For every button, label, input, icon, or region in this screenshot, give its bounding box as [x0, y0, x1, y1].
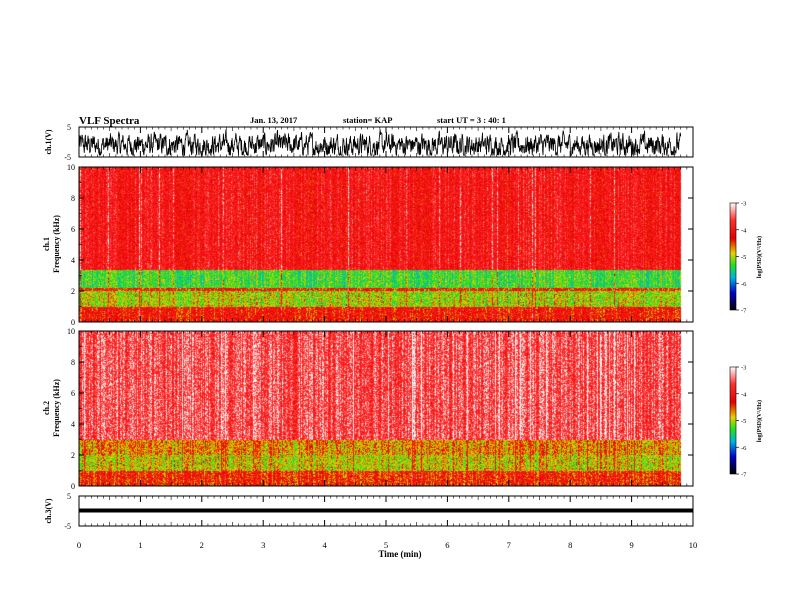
figure-title: VLF Spectra: [79, 115, 140, 127]
ch2-colorbar-ticks: -3 -4 -5 -6 -7: [736, 365, 747, 479]
ch1-colorbar-tick-label: -6: [741, 281, 747, 288]
ch2-colorbar-tick-label: -7: [741, 472, 747, 479]
ch2-spectrogram-ytick-label: 6: [71, 389, 75, 398]
figure-station: station= KAP: [343, 115, 392, 125]
ch1-colorbar-tick-label: -3: [741, 201, 746, 208]
ch3-waveform-ylabel: ch.3(V): [44, 498, 53, 523]
ch1-spectrogram-ylabel-freq: Frequency (kHz): [52, 215, 61, 273]
ch2-spectrogram-ytick-label: 2: [71, 451, 75, 460]
ch1-spectrogram-ylabel-channel: ch.1: [42, 237, 51, 251]
ch1-spectrogram-image: [79, 167, 693, 322]
ch2-spectrogram-image: [79, 331, 693, 486]
ch1-colorbar-ticks: -3 -4 -5 -6 -7: [736, 201, 747, 315]
time-tick-label: 8: [568, 540, 572, 550]
ch2-colorbar-label: log(PSD)(V²/Hz): [756, 400, 763, 442]
ch2-spectrogram-ytick-label: 0: [71, 482, 75, 491]
time-tick-label: 2: [200, 540, 204, 550]
ch3-ytick-bottom: -5: [64, 522, 71, 531]
time-tick-label: 7: [507, 540, 511, 550]
ch1-spectrogram-ytick-label: 2: [71, 287, 75, 296]
ch1-spectrogram-ytick-label: 10: [67, 163, 75, 172]
ch1-spectrogram-panel: 0 2 4 6 8 10 ch.1 Frequency (kHz) -3 -4 -5 -6 -7 …: [42, 163, 763, 327]
ch3-waveform-trace: [79, 508, 693, 513]
time-tick-label: 0: [77, 540, 81, 550]
ch1-colorbar-scale: [729, 202, 737, 311]
ch1-spectrogram-ytick-label: 4: [71, 256, 75, 265]
ch2-colorbar-scale: [729, 366, 737, 475]
ch1-ytick-top: 5: [67, 123, 71, 132]
ch1-colorbar: -3 -4 -5 -6 -7 log(PSD)(V²/Hz): [729, 201, 763, 315]
ch1-spectrogram-ytick-label: 6: [71, 225, 75, 234]
ch1-colorbar-label: log(PSD)(V²/Hz): [756, 236, 763, 278]
ch2-spectrogram-yaxis: 0 2 4 6 8 10: [67, 327, 693, 491]
ch2-spectrogram-ytick-label: 10: [67, 327, 75, 336]
ch1-waveform-line: [79, 129, 682, 157]
ch1-colorbar-tick-label: -5: [741, 254, 746, 261]
ch2-spectrogram-panel: 0 2 4 6 8 10 ch.2 Frequency (kHz) -3 -4 -5 -6 -7 …: [42, 327, 763, 491]
time-axis-title: Time (min): [378, 549, 421, 559]
time-tick-label: 3: [261, 540, 265, 550]
ch1-spectrogram-yaxis: 0 2 4 6 8 10: [67, 163, 693, 327]
time-tick-label: 1: [138, 540, 142, 550]
time-tick-label: 6: [445, 540, 449, 550]
ch1-spectrogram-ytick-label: 0: [71, 318, 75, 327]
time-axis-labels: 0 1 2 3 4 5 6 7 8 9 10: [77, 540, 697, 550]
ch1-waveform-trace: [79, 129, 682, 157]
figure-date: Jan. 13, 2017: [250, 115, 298, 125]
ch1-colorbar-tick-label: -4: [741, 227, 747, 234]
time-tick-label: 4: [322, 540, 327, 550]
ch2-colorbar-tick-label: -5: [741, 418, 746, 425]
ch1-waveform-panel: 5 -5 ch.1(V): [44, 123, 694, 162]
time-axis-ticks: [78, 127, 694, 526]
ch2-spectrogram-ylabel-freq: Frequency (kHz): [52, 379, 61, 437]
ch2-colorbar: -3 -4 -5 -6 -7 log(PSD)(V²/Hz): [729, 365, 763, 479]
time-tick-label: 5: [384, 540, 388, 550]
ch2-colorbar-tick-label: -4: [741, 391, 747, 398]
ch2-colorbar-tick-label: -3: [741, 365, 746, 372]
ch1-colorbar-tick-label: -7: [741, 308, 747, 315]
ch2-spectrogram-ytick-label: 8: [71, 358, 75, 367]
ch2-colorbar-tick-label: -6: [741, 445, 747, 452]
ch1-waveform-ylabel: ch.1(V): [44, 129, 53, 154]
ch1-spectrogram-ytick-label: 8: [71, 194, 75, 203]
ch3-waveform-panel: 5 -5 ch.3(V): [44, 492, 694, 531]
ch3-ytick-top: 5: [67, 492, 71, 501]
figure-start-time: start UT = 3 : 40: 1: [437, 115, 506, 125]
ch1-ytick-bottom: -5: [64, 153, 71, 162]
time-tick-label: 10: [689, 540, 698, 550]
time-tick-label: 9: [629, 540, 633, 550]
ch2-spectrogram-ytick-label: 4: [71, 420, 75, 429]
ch2-spectrogram-ylabel-channel: ch.2: [42, 401, 51, 415]
